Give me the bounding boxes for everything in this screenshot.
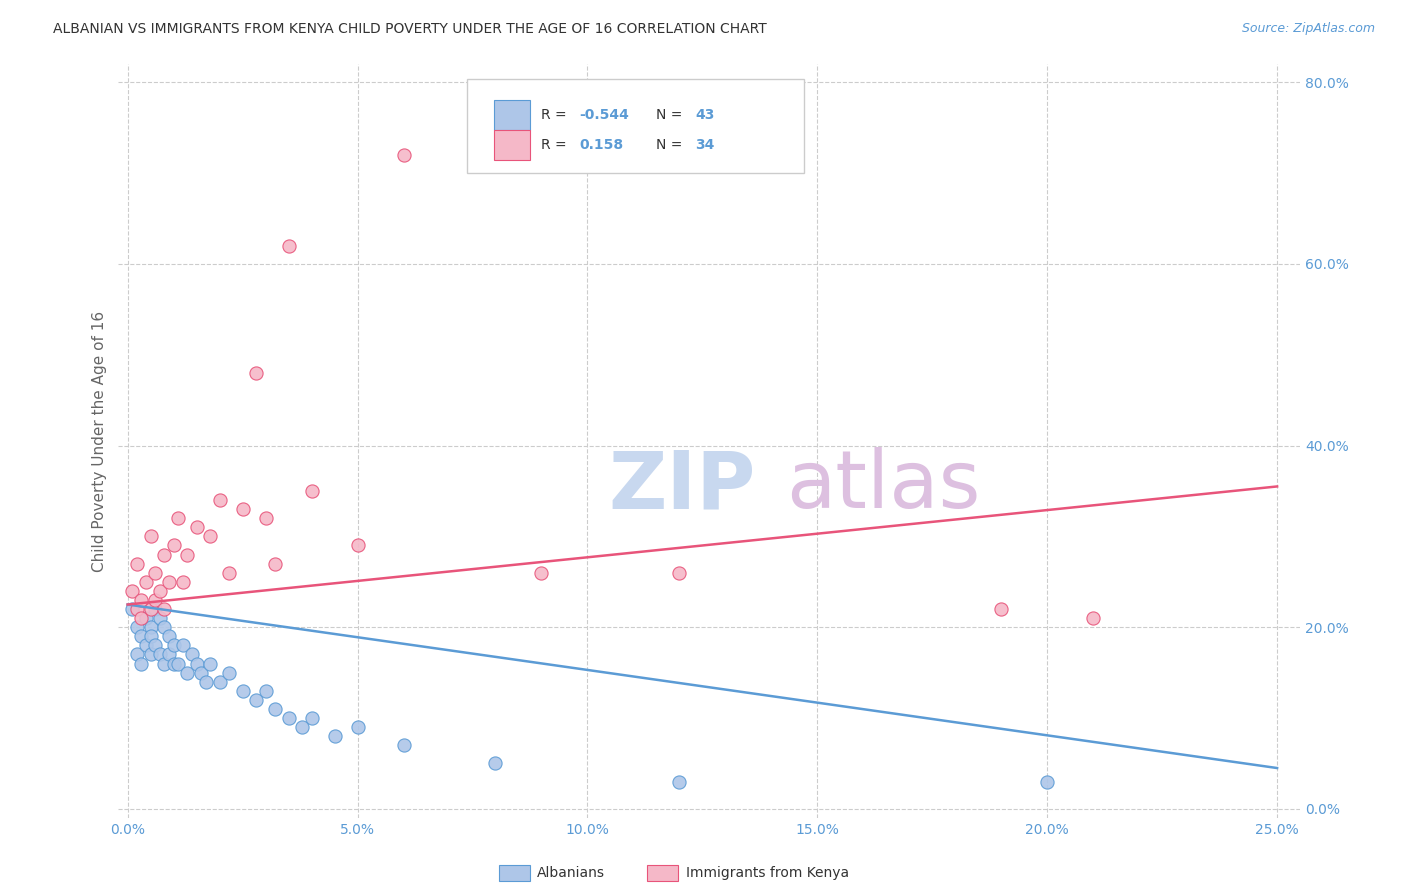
Point	[131, 657, 153, 671]
Point	[153, 548, 176, 562]
Text: N =: N =	[657, 108, 688, 122]
Point	[392, 739, 415, 753]
Point	[218, 566, 240, 580]
Point	[200, 529, 222, 543]
Point	[263, 557, 285, 571]
Point	[245, 366, 267, 380]
FancyBboxPatch shape	[494, 129, 530, 160]
Point	[277, 238, 299, 252]
Point	[135, 639, 157, 653]
Point	[263, 702, 285, 716]
Point	[125, 620, 148, 634]
Point	[186, 520, 208, 534]
Text: Source: ZipAtlas.com: Source: ZipAtlas.com	[1241, 22, 1375, 36]
Point	[194, 674, 217, 689]
Point	[200, 657, 222, 671]
Point	[135, 574, 157, 589]
Text: -0.544: -0.544	[579, 108, 628, 122]
Text: atlas: atlas	[786, 447, 980, 525]
Text: R =: R =	[541, 108, 571, 122]
Point	[301, 483, 323, 498]
Point	[291, 720, 314, 734]
Point	[245, 693, 267, 707]
FancyBboxPatch shape	[494, 100, 530, 130]
Point	[668, 774, 690, 789]
Point	[176, 548, 198, 562]
Point	[181, 648, 204, 662]
Point	[143, 593, 166, 607]
Point	[131, 611, 153, 625]
Point	[277, 711, 299, 725]
Point	[162, 639, 184, 653]
Point	[167, 511, 190, 525]
Point	[254, 683, 277, 698]
Text: 0.158: 0.158	[579, 137, 623, 152]
Point	[162, 539, 184, 553]
Point	[149, 611, 172, 625]
Point	[143, 602, 166, 616]
Point	[125, 648, 148, 662]
Point	[346, 539, 368, 553]
Text: ALBANIAN VS IMMIGRANTS FROM KENYA CHILD POVERTY UNDER THE AGE OF 16 CORRELATION : ALBANIAN VS IMMIGRANTS FROM KENYA CHILD …	[53, 22, 768, 37]
Point	[172, 639, 194, 653]
Text: Albanians: Albanians	[537, 866, 605, 880]
Point	[668, 566, 690, 580]
Point	[172, 574, 194, 589]
Point	[153, 657, 176, 671]
Point	[232, 683, 254, 698]
Point	[143, 639, 166, 653]
Point	[131, 593, 153, 607]
Text: ZIP: ZIP	[609, 447, 756, 525]
Point	[139, 620, 162, 634]
Point	[176, 665, 198, 680]
Point	[153, 620, 176, 634]
Point	[346, 720, 368, 734]
Point	[254, 511, 277, 525]
Point	[162, 657, 184, 671]
Point	[149, 648, 172, 662]
Point	[484, 756, 506, 771]
Point	[149, 583, 172, 598]
Point	[139, 629, 162, 643]
Text: 34: 34	[695, 137, 714, 152]
Point	[125, 557, 148, 571]
Point	[301, 711, 323, 725]
Point	[131, 629, 153, 643]
Text: 43: 43	[695, 108, 714, 122]
Point	[990, 602, 1012, 616]
Point	[139, 529, 162, 543]
Point	[190, 665, 212, 680]
Point	[135, 611, 157, 625]
Text: R =: R =	[541, 137, 571, 152]
FancyBboxPatch shape	[467, 79, 804, 173]
Point	[232, 502, 254, 516]
Point	[208, 493, 231, 508]
Point	[1083, 611, 1105, 625]
Y-axis label: Child Poverty Under the Age of 16: Child Poverty Under the Age of 16	[93, 310, 107, 572]
Point	[139, 648, 162, 662]
Point	[153, 602, 176, 616]
Point	[139, 602, 162, 616]
Point	[121, 583, 143, 598]
Point	[218, 665, 240, 680]
Point	[167, 657, 190, 671]
Point	[121, 602, 143, 616]
Point	[143, 566, 166, 580]
Point	[157, 574, 180, 589]
Text: N =: N =	[657, 137, 688, 152]
Point	[208, 674, 231, 689]
Point	[157, 629, 180, 643]
Point	[323, 729, 346, 743]
Point	[186, 657, 208, 671]
Point	[125, 602, 148, 616]
Point	[530, 566, 553, 580]
Text: Immigrants from Kenya: Immigrants from Kenya	[686, 866, 849, 880]
Point	[1036, 774, 1059, 789]
Point	[157, 648, 180, 662]
Point	[392, 148, 415, 162]
